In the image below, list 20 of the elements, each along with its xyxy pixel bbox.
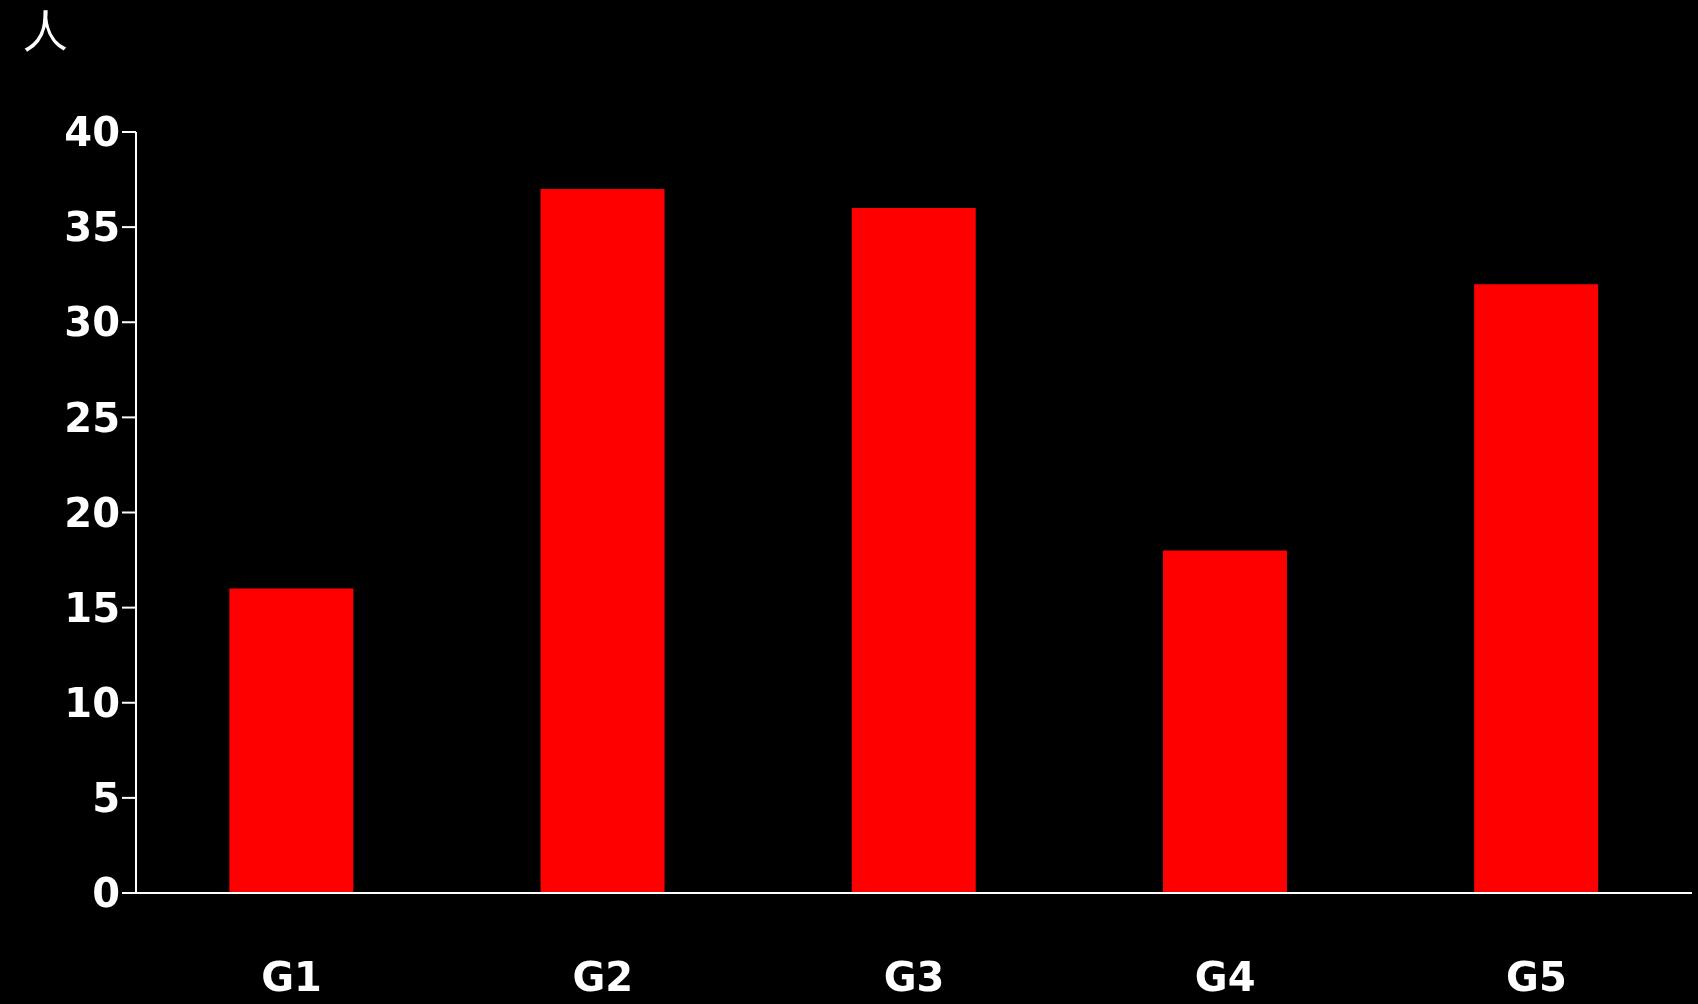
x-tick-label: G3 <box>883 954 945 1001</box>
y-tick-label: 15 <box>64 584 120 631</box>
y-tick-label: 40 <box>64 109 120 156</box>
bar <box>1474 284 1599 893</box>
bar <box>851 208 976 893</box>
y-tick-label: 25 <box>64 394 120 441</box>
bar <box>540 189 665 893</box>
y-tick-label: 5 <box>92 775 120 822</box>
y-tick-label: 30 <box>64 299 120 346</box>
y-tick-label: 0 <box>92 870 120 917</box>
x-tick-label: G4 <box>1194 954 1256 1001</box>
y-tick-label: 10 <box>64 679 120 726</box>
x-tick-label: G2 <box>572 954 634 1001</box>
y-tick-label: 35 <box>64 204 120 251</box>
y-tick-label: 20 <box>64 489 120 536</box>
x-tick-label: G5 <box>1506 954 1567 1001</box>
x-tick-label: G1 <box>261 954 322 1001</box>
y-axis-title: 人 <box>24 4 68 55</box>
bar <box>229 588 354 893</box>
bar <box>1162 550 1287 893</box>
